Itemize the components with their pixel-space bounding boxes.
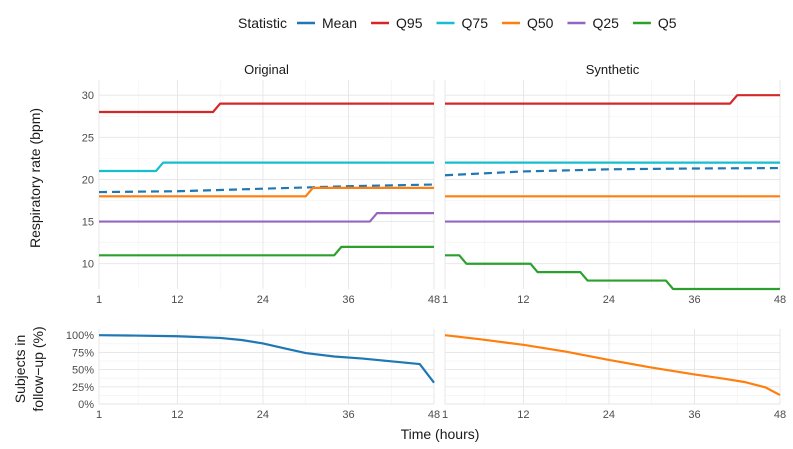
y-tick-label: 0% bbox=[78, 399, 94, 411]
x-tick-label: 1 bbox=[442, 409, 448, 421]
legend-label-q50: Q50 bbox=[527, 15, 554, 31]
followup-line-original bbox=[98, 334, 435, 384]
y-tick-label: 30 bbox=[82, 90, 94, 102]
legend-label-q95: Q95 bbox=[396, 15, 423, 31]
x-tick-label: 36 bbox=[688, 409, 700, 421]
x-tick-label: 48 bbox=[428, 294, 440, 306]
x-tick-label: 48 bbox=[774, 409, 786, 421]
x-tick-label: 24 bbox=[603, 294, 615, 306]
y-tick-label: 100% bbox=[66, 330, 94, 342]
x-tick-label: 48 bbox=[428, 409, 440, 421]
y-axis-title-followup-line1: Subjects in bbox=[12, 335, 28, 403]
legend-title: Statistic bbox=[238, 15, 287, 31]
x-tick-label: 24 bbox=[257, 409, 269, 421]
x-tick-label: 12 bbox=[517, 294, 529, 306]
x-tick-label: 1 bbox=[96, 294, 102, 306]
y-tick-label: 50% bbox=[72, 365, 94, 377]
x-tick-label: 36 bbox=[688, 294, 700, 306]
legend-label-q25: Q25 bbox=[592, 15, 619, 31]
y-axis-title-followup-line2: follow−up (%) bbox=[30, 326, 46, 411]
y-axis-title-respiratory: Respiratory rate (bpm) bbox=[27, 108, 43, 248]
y-tick-label: 10 bbox=[82, 259, 94, 271]
x-tick-label: 48 bbox=[774, 294, 786, 306]
panel-original-followup: 1 12 24 36 48 0% 25% 50% 75% 100% bbox=[66, 329, 440, 421]
x-tick-label: 12 bbox=[171, 409, 183, 421]
x-tick-label: 24 bbox=[603, 409, 615, 421]
legend-label-mean: Mean bbox=[322, 15, 357, 31]
series-line-q50-original bbox=[99, 186, 434, 198]
legend: Statistic Mean Q95 Q75 Q50 Q25 Q5 bbox=[238, 15, 677, 31]
y-tick-label: 20 bbox=[82, 174, 94, 186]
x-tick-label: 1 bbox=[442, 294, 448, 306]
series-line-q95-synthetic bbox=[445, 94, 780, 105]
strip-title-synthetic: Synthetic bbox=[586, 62, 640, 77]
panel-original-respiratory: Original 1 12 24 36 48 10 15 20 25 30 bbox=[82, 62, 440, 306]
legend-label-q75: Q75 bbox=[462, 15, 489, 31]
panel-synthetic-respiratory: Synthetic 1 12 24 36 48 bbox=[442, 62, 786, 306]
y-tick-label: 25 bbox=[82, 132, 94, 144]
series-line-q95-original bbox=[99, 102, 434, 114]
x-axis-title: Time (hours) bbox=[401, 426, 480, 442]
series-line-mean-synthetic bbox=[444, 166, 781, 177]
panel-background bbox=[445, 80, 780, 289]
y-tick-label: 15 bbox=[82, 217, 94, 229]
x-tick-label: 36 bbox=[342, 409, 354, 421]
x-tick-label: 24 bbox=[257, 294, 269, 306]
x-tick-label: 12 bbox=[171, 294, 183, 306]
x-tick-label: 12 bbox=[517, 409, 529, 421]
panel-background bbox=[99, 80, 434, 289]
panel-synthetic-followup: 1 12 24 36 48 bbox=[442, 329, 786, 421]
x-tick-label: 36 bbox=[342, 294, 354, 306]
series-line-q25-original bbox=[99, 212, 434, 223]
series-line-q5-original bbox=[99, 245, 434, 257]
series-line-mean-original bbox=[98, 183, 435, 194]
y-tick-label: 75% bbox=[72, 347, 94, 359]
y-tick-label: 25% bbox=[72, 382, 94, 394]
x-tick-label: 1 bbox=[96, 409, 102, 421]
series-line-q75-original bbox=[99, 161, 434, 173]
series-line-q5-synthetic bbox=[445, 254, 780, 291]
strip-title-original: Original bbox=[244, 62, 289, 77]
followup-line-synthetic bbox=[444, 334, 781, 397]
legend-label-q5: Q5 bbox=[658, 15, 677, 31]
